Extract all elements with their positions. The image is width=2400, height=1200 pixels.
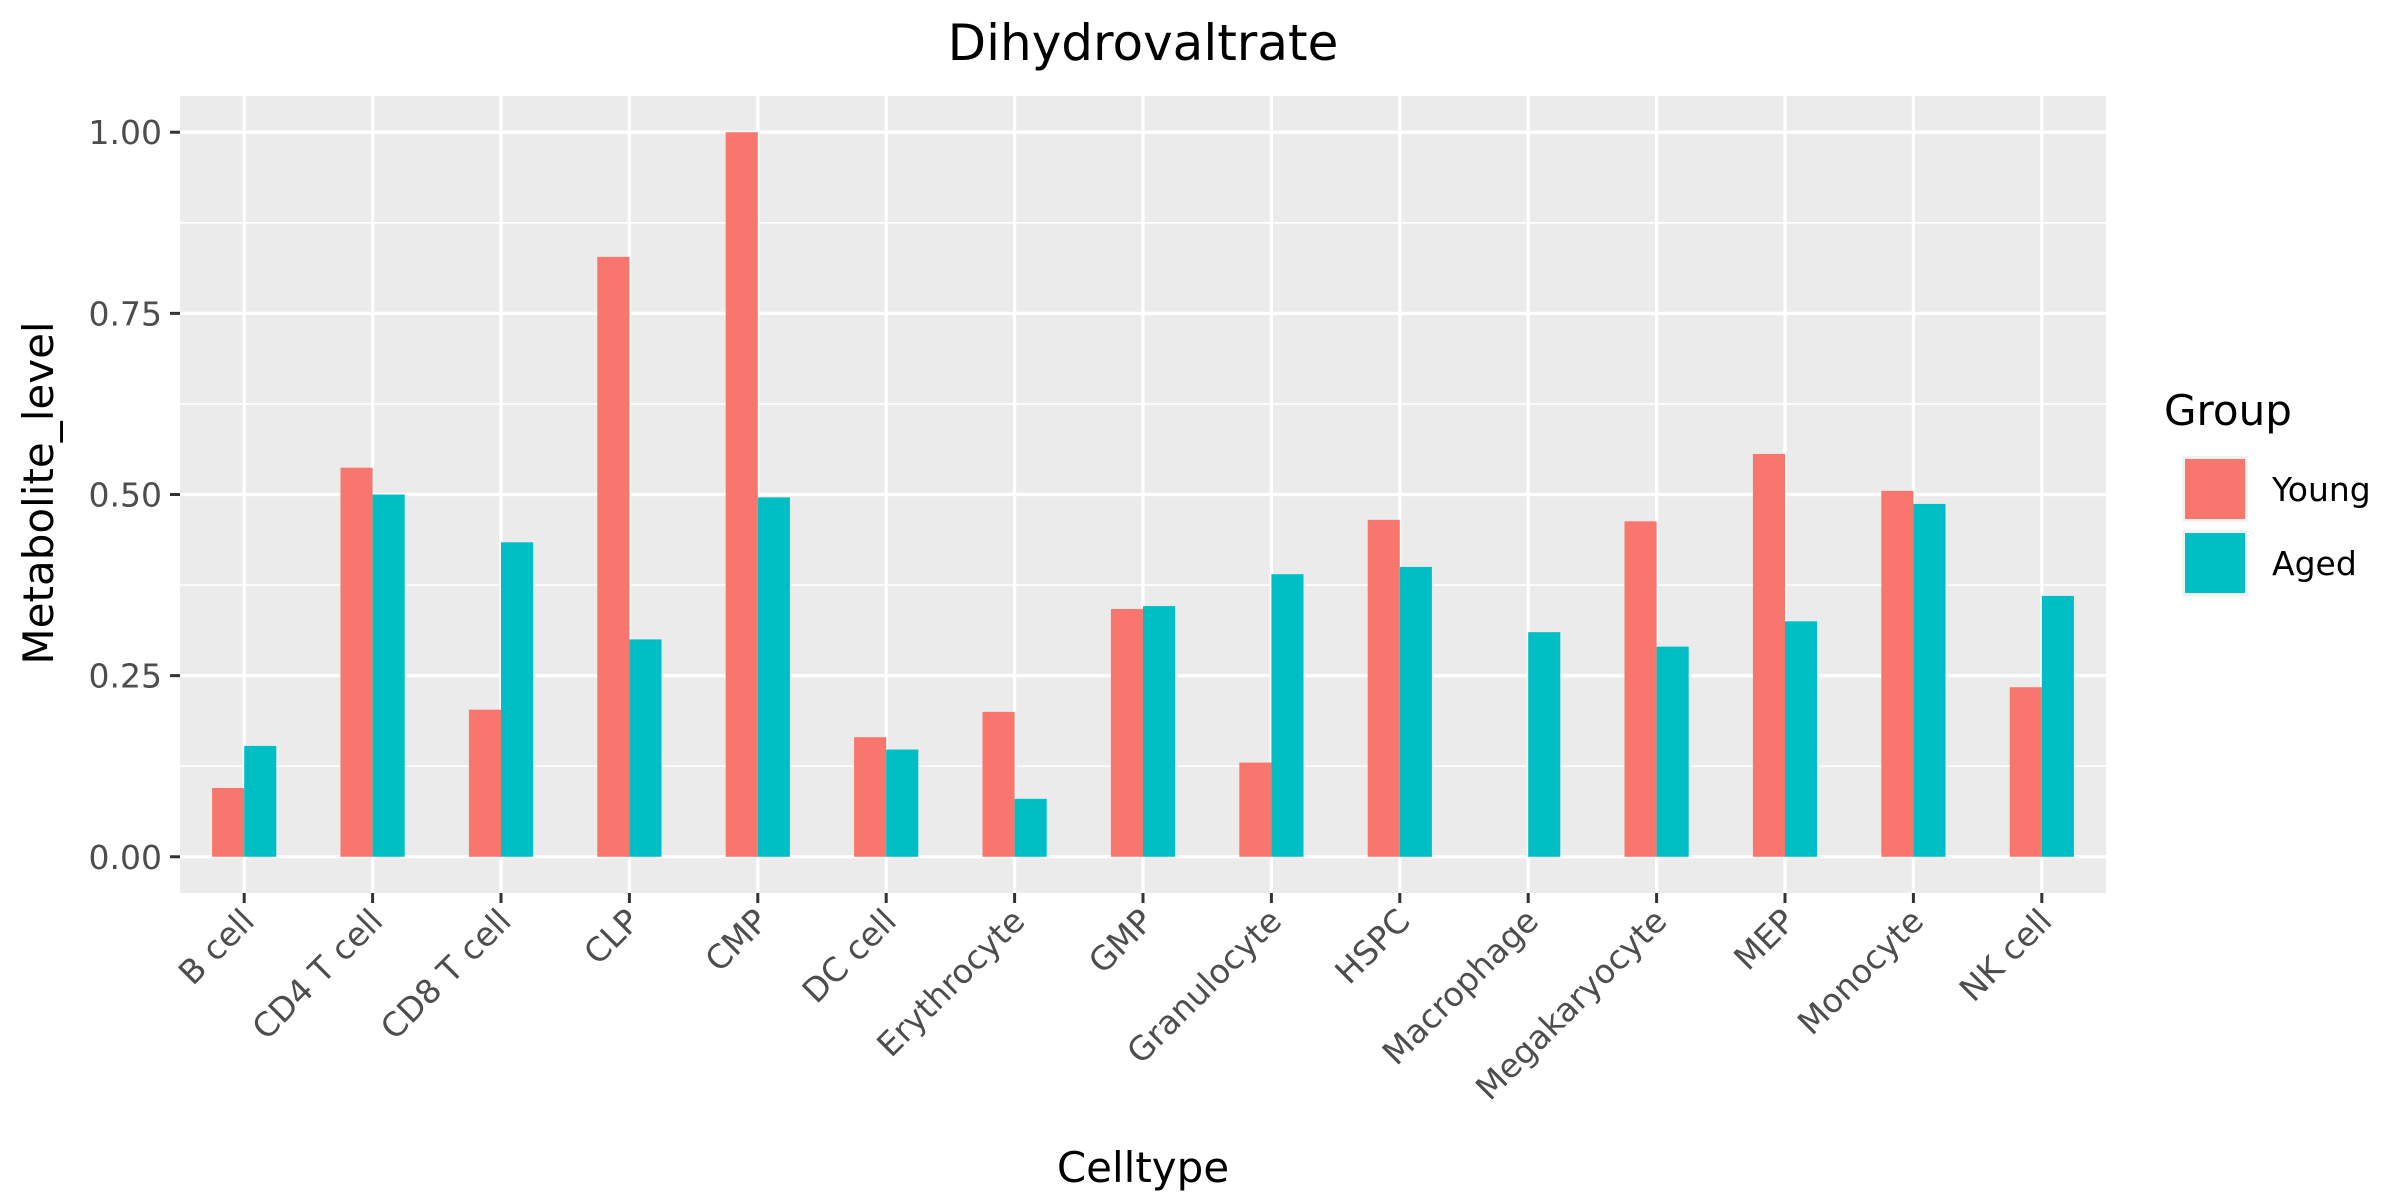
- x-tick-label: Monocyte: [1790, 901, 1931, 1042]
- legend: Group Young Aged: [2164, 386, 2371, 596]
- y-tick-label: 0.25: [89, 657, 162, 696]
- y-axis: 0.00 0.25 0.50 0.75 1.00: [89, 113, 180, 877]
- bar-aged-cd4-t-cell: [372, 494, 405, 857]
- x-tick-label: DC cell: [794, 901, 903, 1010]
- bar-aged-macrophage: [1528, 632, 1561, 857]
- y-axis-title: Metabolite_level: [14, 321, 63, 664]
- bar-aged-hspc: [1399, 566, 1432, 857]
- bar-aged-monocyte: [1913, 503, 1946, 857]
- bar-aged-cmp: [757, 497, 790, 857]
- x-tick-label: CD4 T cell: [244, 901, 390, 1047]
- bar-young-b-cell: [212, 787, 245, 857]
- x-tick-label: B cell: [171, 901, 262, 992]
- bar-young-gmp: [1110, 608, 1143, 857]
- bar-aged-mep: [1785, 621, 1818, 857]
- legend-label-aged: Aged: [2272, 544, 2357, 583]
- legend-swatch-aged: [2185, 533, 2245, 593]
- chart-title: Dihydrovaltrate: [948, 14, 1339, 72]
- bar-aged-gmp: [1143, 606, 1176, 857]
- y-tick-label: 0.00: [89, 838, 162, 877]
- legend-title: Group: [2164, 386, 2292, 435]
- x-tick-label: CLP: [576, 901, 647, 972]
- x-axis-title: Celltype: [1057, 1143, 1229, 1192]
- bars: [212, 132, 2074, 857]
- x-tick-label: NK cell: [1952, 901, 2060, 1009]
- bar-aged-nk-cell: [2041, 595, 2074, 857]
- bar-aged-megakaryocyte: [1656, 646, 1689, 857]
- x-tick-label: GMP: [1081, 901, 1161, 981]
- bar-young-hspc: [1367, 519, 1400, 857]
- bar-aged-granulocyte: [1271, 574, 1304, 857]
- x-tick-label: CMP: [697, 901, 775, 979]
- bar-young-cmp: [725, 132, 758, 857]
- bar-aged-dc-cell: [886, 749, 919, 857]
- bar-aged-b-cell: [244, 745, 277, 857]
- bar-young-megakaryocyte: [1624, 521, 1657, 857]
- x-tick-label: MEP: [1726, 901, 1803, 978]
- legend-label-young: Young: [2271, 470, 2371, 509]
- x-tick-label: HSPC: [1327, 901, 1417, 991]
- bar-young-granulocyte: [1239, 762, 1272, 857]
- y-tick-label: 1.00: [89, 113, 162, 152]
- bar-aged-clp: [629, 639, 662, 857]
- y-tick-label: 0.75: [89, 294, 162, 333]
- bar-young-nk-cell: [2009, 687, 2042, 857]
- y-tick-label: 0.50: [89, 476, 162, 515]
- bar-young-monocyte: [1881, 490, 1914, 857]
- bar-young-cd8-t-cell: [468, 709, 501, 857]
- bar-aged-erythrocyte: [1014, 798, 1047, 857]
- bar-young-clp: [597, 256, 630, 857]
- legend-swatch-young: [2185, 459, 2245, 519]
- bar-young-dc-cell: [854, 737, 887, 857]
- bar-aged-cd8-t-cell: [501, 542, 534, 857]
- bar-young-erythrocyte: [982, 711, 1015, 857]
- bar-young-cd4-t-cell: [340, 467, 373, 857]
- bar-young-mep: [1752, 453, 1785, 857]
- x-tick-label: CD8 T cell: [373, 901, 519, 1047]
